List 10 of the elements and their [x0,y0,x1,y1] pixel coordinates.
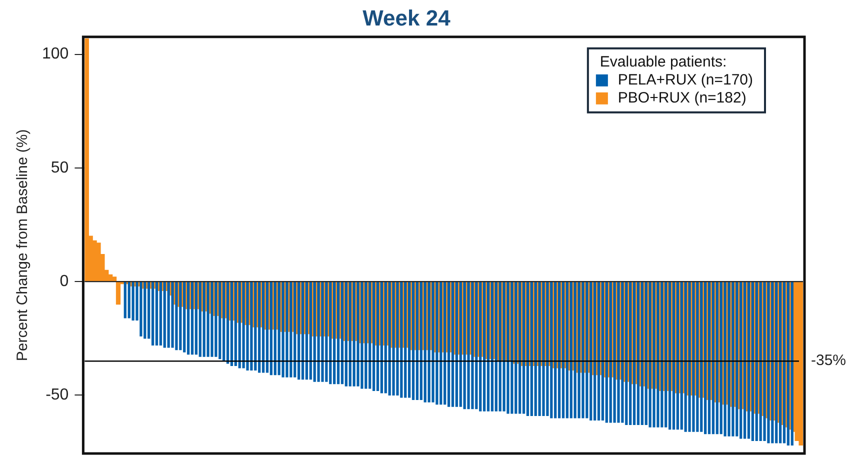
legend-label: PBO+RUX (n=182) [618,90,746,107]
y-tick-label: -50 [46,386,69,404]
y-tick-label: 50 [50,159,69,176]
legend-label: PELA+RUX (n=170) [618,72,754,89]
y-axis-title: Percent Change from Baseline (%) [14,129,32,362]
legend-title: Evaluable patients: [600,54,727,71]
y-tick-label: 0 [60,272,69,290]
ref-line-label: -35% [811,352,846,370]
y-tick-label: 100 [42,46,69,63]
chart-title: Week 24 [362,5,452,30]
